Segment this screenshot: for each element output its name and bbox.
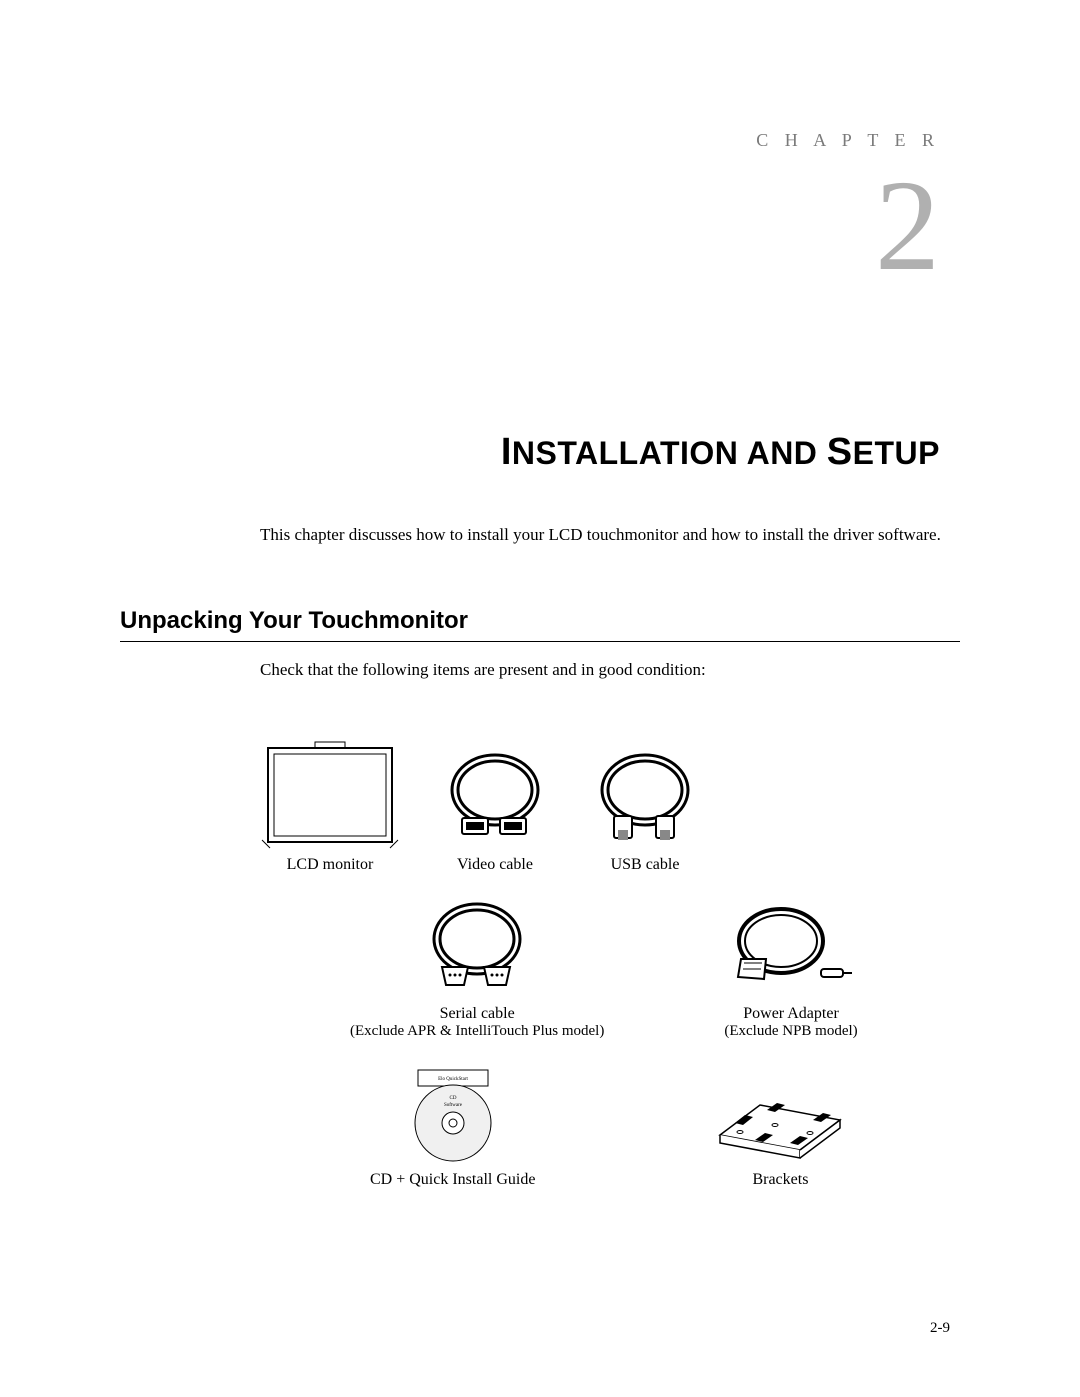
item-label: Brackets: [705, 1171, 855, 1189]
section-title: Unpacking Your Touchmonitor: [120, 607, 960, 642]
title-part-2: ETUP: [853, 435, 940, 471]
svg-text:CD: CD: [449, 1096, 456, 1101]
lcd-monitor-icon: [260, 740, 400, 850]
item-serial-cable: Serial cable (Exclude APR & IntelliTouch…: [350, 899, 604, 1040]
cd-guide-icon: Elo QuickStart CD Software: [398, 1065, 508, 1165]
item-brackets: Brackets: [705, 1085, 855, 1189]
item-power-adapter: Power Adapter (Exclude NPB model): [724, 899, 857, 1040]
item-label: USB cable: [590, 856, 700, 874]
cd-sleeve-text: Elo QuickStart: [438, 1077, 468, 1082]
title-part-1: NSTALLATION AND: [512, 435, 827, 471]
items-row-1: LCD monitor Video cable: [260, 740, 900, 874]
chapter-label: C H A P T E R: [120, 130, 940, 151]
title-cap-1: I: [501, 431, 512, 473]
intro-paragraph: This chapter discusses how to install yo…: [260, 524, 960, 547]
usb-cable-icon: [590, 750, 700, 850]
title-cap-2: S: [827, 431, 853, 473]
item-video-cable: Video cable: [440, 750, 550, 874]
document-page: C H A P T E R 2 INSTALLATION AND SETUP T…: [0, 0, 1080, 1249]
item-usb-cable: USB cable: [590, 750, 700, 874]
items-row-2: Serial cable (Exclude APR & IntelliTouch…: [350, 899, 900, 1040]
power-adapter-icon: [726, 899, 856, 999]
items-row-3: Elo QuickStart CD Software CD + Quick In…: [370, 1065, 900, 1189]
item-label: Video cable: [440, 856, 550, 874]
item-label: LCD monitor: [260, 856, 400, 874]
serial-cable-icon: [422, 899, 532, 999]
svg-text:Software: Software: [444, 1103, 463, 1108]
chapter-title: INSTALLATION AND SETUP: [120, 431, 940, 474]
item-label: Serial cable: [350, 1005, 604, 1023]
items-grid: LCD monitor Video cable: [260, 740, 900, 1189]
item-label: CD + Quick Install Guide: [370, 1171, 535, 1189]
item-sublabel: (Exclude APR & IntelliTouch Plus model): [350, 1023, 604, 1040]
item-label: Power Adapter: [724, 1005, 857, 1023]
item-sublabel: (Exclude NPB model): [724, 1023, 857, 1040]
chapter-number: 2: [120, 161, 940, 291]
video-cable-icon: [440, 750, 550, 850]
check-text: Check that the following items are prese…: [260, 660, 960, 680]
brackets-icon: [705, 1085, 855, 1165]
item-lcd-monitor: LCD monitor: [260, 740, 400, 874]
page-number: 2-9: [930, 1320, 950, 1337]
item-cd-guide: Elo QuickStart CD Software CD + Quick In…: [370, 1065, 535, 1189]
